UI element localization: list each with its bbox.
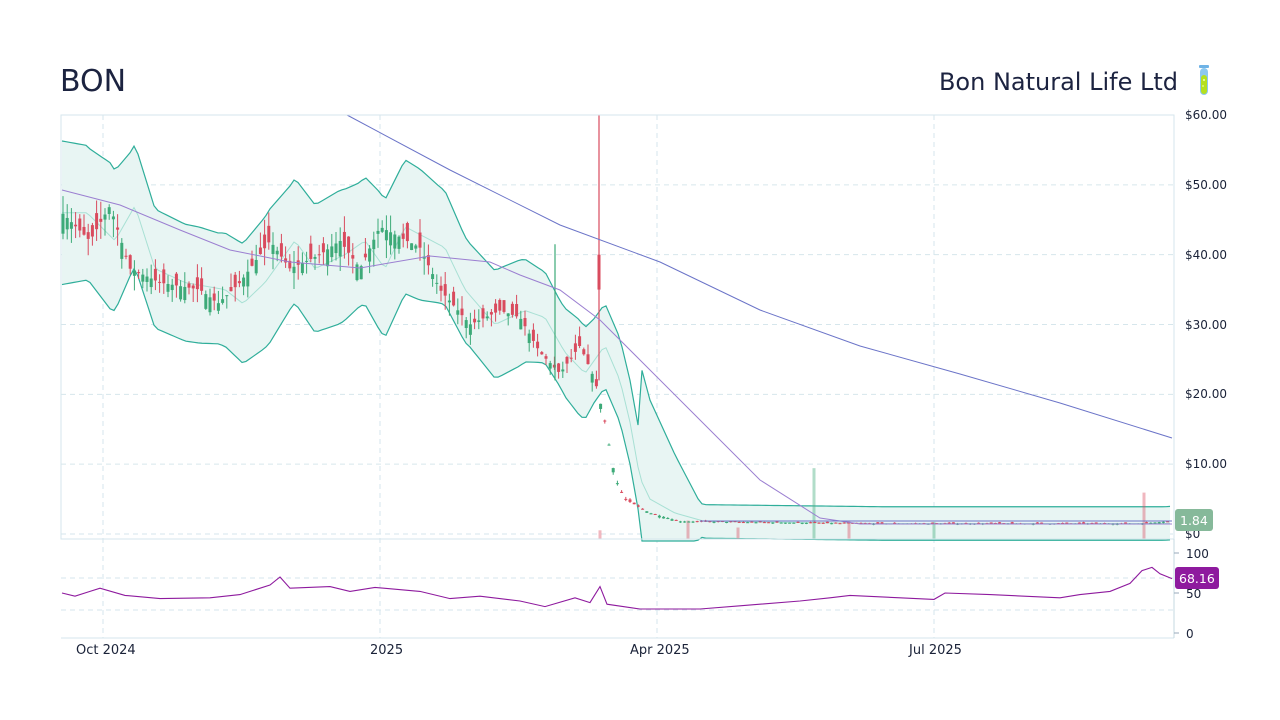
rsi-value-badge: 68.16: [1175, 567, 1219, 589]
test-tube-icon: [1199, 65, 1209, 95]
price-tick-20: $20.00: [1185, 387, 1227, 401]
axis-labels: $60.00 $50.00 $40.00 $30.00 $20.00 $10.0…: [76, 108, 1227, 658]
volume-bars: [598, 468, 1146, 539]
price-tick-30: $30.00: [1185, 318, 1227, 332]
price-tick-60: $60.00: [1185, 108, 1227, 122]
company-name: Bon Natural Life Ltd: [938, 68, 1178, 96]
x-tick-apr-2025: Apr 2025: [630, 643, 690, 658]
candlesticks: [61, 115, 1170, 526]
bollinger-band: [61, 140, 1171, 542]
last-price-badge: 1.84: [1175, 509, 1213, 531]
moving-averages: [61, 114, 1173, 525]
ticker-symbol: BON: [60, 64, 127, 99]
svg-text:68.16: 68.16: [1179, 571, 1215, 586]
rsi-panel: [61, 566, 1173, 610]
price-tick-10: $10.00: [1185, 457, 1227, 471]
price-tick-50: $50.00: [1185, 178, 1227, 192]
rsi-tick-0: 0: [1186, 627, 1194, 641]
rsi-tick-100: 100: [1186, 547, 1209, 561]
x-tick-jul-2025: Jul 2025: [908, 643, 962, 658]
x-tick-oct-2024: Oct 2024: [76, 643, 136, 658]
price-tick-40: $40.00: [1185, 248, 1227, 262]
axes: [60, 114, 1179, 639]
svg-text:1.84: 1.84: [1180, 513, 1208, 528]
rsi-tick-50: 50: [1186, 587, 1201, 601]
x-tick-2025: 2025: [370, 643, 403, 658]
